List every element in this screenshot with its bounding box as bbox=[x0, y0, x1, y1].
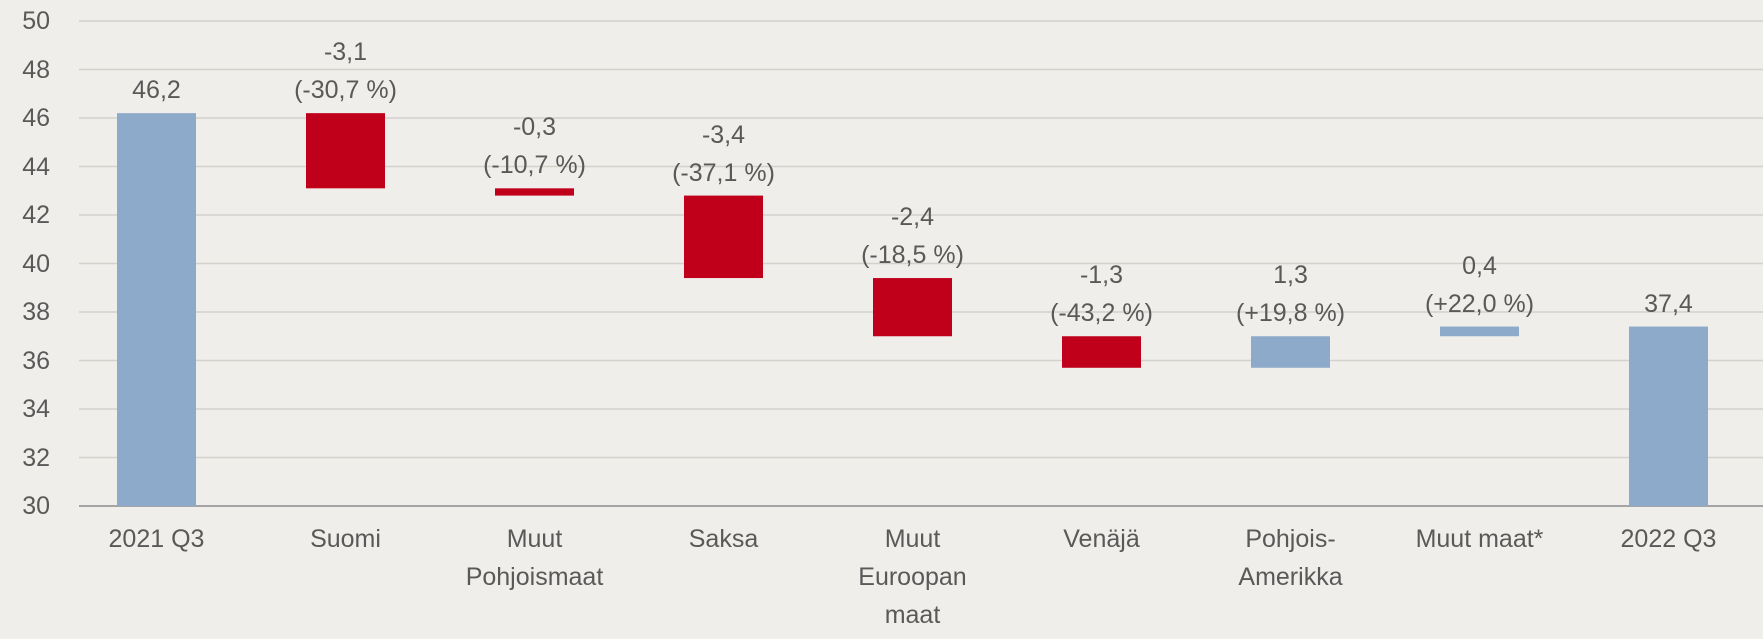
y-tick-label: 36 bbox=[22, 346, 50, 375]
x-tick-label: Muut Pohjoismaat bbox=[465, 525, 604, 591]
value-label: 1,3 bbox=[1273, 261, 1308, 290]
y-tick-label: 44 bbox=[22, 152, 50, 181]
x-tick-label: Muut Euroopan maat bbox=[858, 525, 967, 629]
bar bbox=[1251, 336, 1330, 368]
x-tick-label: 2022 Q3 bbox=[1620, 525, 1717, 553]
y-tick-label: 34 bbox=[22, 395, 50, 423]
bar bbox=[873, 278, 952, 337]
bar bbox=[117, 113, 196, 507]
change-label: (+19,8 %) bbox=[1235, 299, 1346, 328]
bar bbox=[684, 195, 763, 279]
y-tick-label: 32 bbox=[22, 443, 50, 472]
change-label: (-37,1 %) bbox=[672, 158, 775, 187]
y-tick-label: 48 bbox=[22, 55, 50, 84]
bar bbox=[495, 188, 574, 196]
x-tick-label: 2021 Q3 bbox=[108, 525, 205, 553]
value-label: -2,4 bbox=[890, 203, 935, 232]
x-tick-label: Saksa bbox=[688, 525, 759, 553]
y-tick-label: 40 bbox=[22, 249, 50, 278]
value-label: 0,4 bbox=[1462, 251, 1497, 280]
change-label: (-30,7 %) bbox=[294, 76, 397, 105]
x-tick-label: Suomi bbox=[310, 525, 381, 553]
y-tick-label: 42 bbox=[22, 201, 50, 229]
change-label: (-10,7 %) bbox=[483, 151, 586, 180]
y-tick-label: 50 bbox=[22, 7, 50, 35]
value-label: -1,3 bbox=[1079, 261, 1124, 290]
y-tick-label: 46 bbox=[22, 104, 50, 132]
bar bbox=[306, 113, 385, 189]
x-tick-label: Pohjois- Amerikka bbox=[1238, 525, 1343, 591]
change-label: (+22,0 %) bbox=[1424, 289, 1535, 318]
y-tick-label: 38 bbox=[22, 298, 50, 326]
x-tick-label: Muut maat* bbox=[1415, 525, 1544, 553]
change-label: (-43,2 %) bbox=[1050, 299, 1153, 328]
value-label: -3,1 bbox=[323, 38, 368, 67]
value-label: 46,2 bbox=[132, 76, 181, 105]
x-tick-label: Venäjä bbox=[1063, 525, 1140, 553]
bar bbox=[1629, 326, 1708, 506]
bar bbox=[1440, 326, 1519, 337]
y-tick-label: 30 bbox=[22, 492, 50, 520]
value-label: -3,4 bbox=[701, 120, 746, 149]
value-label: 37,4 bbox=[1644, 289, 1693, 318]
change-label: (-18,5 %) bbox=[861, 241, 964, 270]
value-label: -0,3 bbox=[512, 113, 557, 142]
bar bbox=[1062, 336, 1141, 368]
